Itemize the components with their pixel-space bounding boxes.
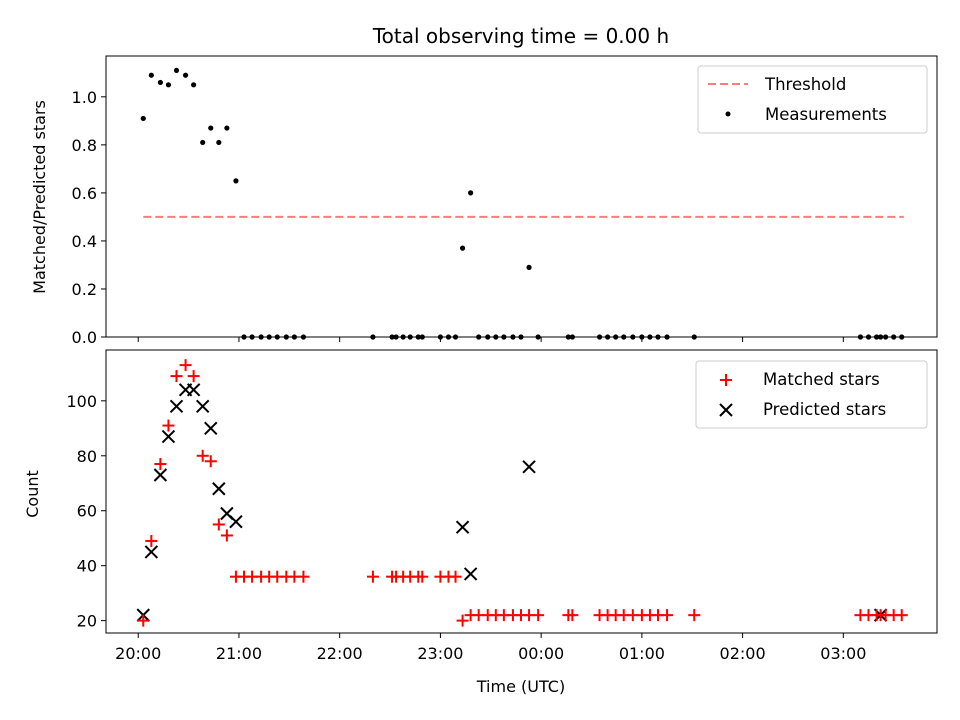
top-y-tick-label: 0.0 xyxy=(72,328,97,347)
bottom-y-tick-label: 60 xyxy=(77,502,97,521)
matched-stars-point xyxy=(179,359,192,372)
measurement-point xyxy=(468,190,474,196)
matched-stars-point xyxy=(162,419,175,432)
x-tick-label: 02:00 xyxy=(720,644,766,663)
top-legend: Threshold Measurements xyxy=(697,65,928,134)
bottom-y-axis-label: Count xyxy=(23,470,42,518)
top-panel-frame xyxy=(105,55,938,338)
top-y-tick-label: 0.2 xyxy=(72,280,97,299)
matched-stars-point xyxy=(145,534,158,547)
legend-measurements-label: Measurements xyxy=(765,105,887,124)
bottom-y-tick-label: 100 xyxy=(66,392,97,411)
bottom-y-tick-label: 20 xyxy=(77,612,97,631)
matched-stars-point xyxy=(449,570,462,583)
measurement-point xyxy=(459,245,466,251)
top-y-tick-label: 0.6 xyxy=(72,184,97,203)
x-tick-label: 23:00 xyxy=(417,644,463,663)
top-panel: 0.0 0.2 0.4 0.6 0.8 1.0 Matched/Predicted sta… xyxy=(30,55,938,347)
predicted-stars-point xyxy=(204,421,218,436)
matched-stars-point xyxy=(416,570,429,583)
measurement-point xyxy=(224,125,230,131)
matched-stars-point xyxy=(456,614,469,627)
measurement-point xyxy=(157,79,163,86)
legend-predicted-label: Predicted stars xyxy=(763,400,886,419)
measurement-point xyxy=(191,82,197,88)
top-y-tick-label: 0.8 xyxy=(72,136,97,155)
matched-stars-point xyxy=(196,449,209,462)
predicted-stars-point xyxy=(229,515,243,529)
legend-matched-label: Matched stars xyxy=(763,370,880,389)
chart-title: Total observing time = 0.00 h xyxy=(372,24,669,48)
matched-stars-point xyxy=(187,370,200,383)
measurement-point xyxy=(148,72,154,78)
bottom-panel: 20 40 60 80 100 20:00 21:00 22:00 23:00 00:00 01:0… xyxy=(23,349,938,696)
predicted-stars-point xyxy=(195,399,210,414)
matched-stars-point xyxy=(170,370,183,383)
matched-stars-point xyxy=(154,458,167,471)
x-tick-label: 20:00 xyxy=(115,644,161,663)
measurement-point xyxy=(140,115,146,122)
measurement-point xyxy=(233,178,239,184)
matched-stars-point xyxy=(204,455,217,468)
top-y-tick-label: 1.0 xyxy=(72,88,97,107)
bottom-y-tick-label: 80 xyxy=(77,447,97,466)
matched-stars-point xyxy=(212,518,225,531)
x-tick-label: 01:00 xyxy=(619,644,665,663)
predicted-stars-point xyxy=(144,545,159,559)
bottom-y-tick-label: 40 xyxy=(77,557,97,576)
top-y-axis-label: Matched/Predicted stars xyxy=(30,100,49,294)
matched-stars-point xyxy=(220,529,233,542)
predicted-stars-point xyxy=(522,460,536,474)
predicted-stars-point xyxy=(463,567,478,581)
x-axis-label: Time (UTC) xyxy=(476,677,565,696)
measurement-point xyxy=(208,125,214,131)
legend-matched-swatch xyxy=(720,374,732,386)
legend-predicted-swatch xyxy=(719,403,733,417)
matched-stars-point xyxy=(297,570,310,583)
predicted-stars-point xyxy=(169,399,184,414)
predicted-stars-point xyxy=(161,429,176,444)
x-tick-label: 22:00 xyxy=(317,644,363,663)
matched-stars-point xyxy=(661,609,674,622)
measurement-point xyxy=(526,264,532,270)
matched-stars-point xyxy=(366,570,379,583)
matched-stars-point xyxy=(137,614,150,627)
bottom-panel-frame xyxy=(105,349,938,634)
top-y-tick-label: 0.4 xyxy=(72,232,97,251)
matched-stars-point xyxy=(566,609,579,622)
matched-stars-point xyxy=(895,609,908,622)
x-tick-label: 21:00 xyxy=(216,644,262,663)
measurement-point xyxy=(182,72,189,78)
matched-stars-point xyxy=(688,609,701,622)
measurement-point xyxy=(173,67,180,74)
measurement-point xyxy=(165,82,172,88)
measurement-point xyxy=(216,139,222,146)
predicted-stars-point xyxy=(455,520,470,534)
bottom-legend: Matched stars Predicted stars xyxy=(695,360,928,429)
x-tick-label: 00:00 xyxy=(518,644,564,663)
legend-measurements-swatch xyxy=(725,111,731,117)
x-tick-label: 03:00 xyxy=(820,644,866,663)
measurement-point xyxy=(200,139,206,146)
matched-stars-point xyxy=(532,609,545,622)
predicted-stars-point xyxy=(186,383,201,397)
legend-threshold-label: Threshold xyxy=(764,75,846,94)
predicted-stars-point xyxy=(212,482,226,496)
predicted-stars-point xyxy=(153,468,168,482)
